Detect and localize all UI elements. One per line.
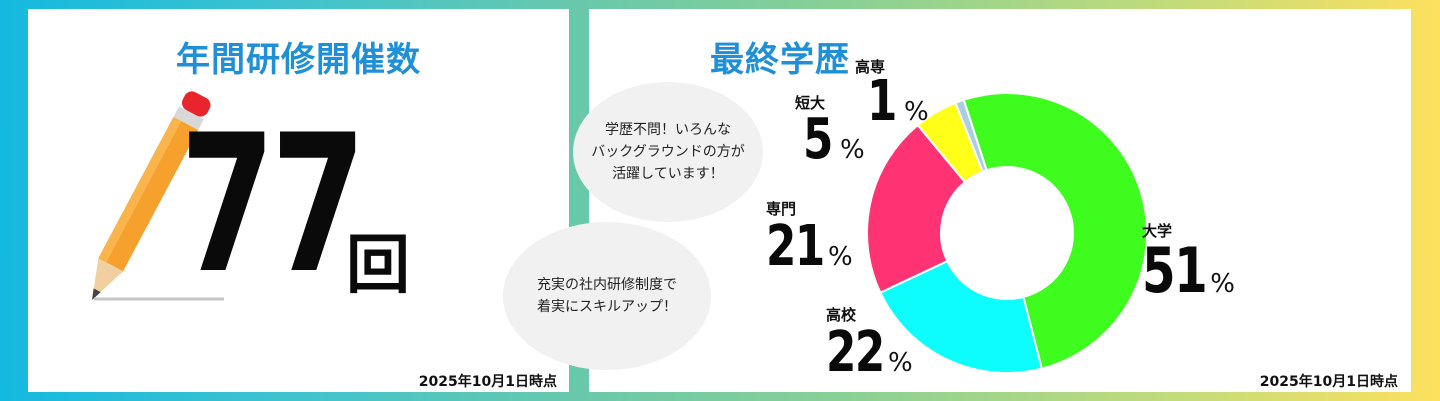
training-panel [28,9,569,392]
label-technical-college-name: 高専 [855,58,886,76]
label-university-name: 大学 [1142,222,1173,240]
education-bubble-text: 学歴不問！いろんな バックグラウンドの方が 活躍しています！ [591,122,745,182]
label-highschool-name: 高校 [826,306,857,324]
training-title: 年間研修開催数 [176,40,421,80]
label-junior-college-value: 5 [803,107,833,172]
label-vocational-value: 21 [766,214,825,279]
label-technical-college: 高専 1% [855,58,929,134]
label-vocational: 専門 21% [766,200,853,276]
education-date: 2025年10月1日時点 [1259,374,1398,390]
donut-slice-university [962,92,1148,370]
training-unit: 回 [346,229,410,303]
label-university: 大学 51% [1142,222,1235,302]
label-highschool: 高校 22% [826,306,913,382]
label-junior-college-pct: % [839,135,865,165]
label-vocational-name: 専門 [766,200,797,218]
label-university-pct: % [1210,269,1235,299]
label-vocational-pct: % [827,242,853,272]
pencil-icon [92,91,224,301]
label-junior-college: 短大 5% [795,94,865,168]
label-university-value: 51 [1142,234,1208,307]
education-title: 最終学歴 [710,40,850,80]
donut-slice-vocational [866,123,967,294]
training-bubble-text: 充実の社内研修制度で 着実にスキルアップ！ [537,277,677,315]
label-highschool-pct: % [887,348,913,378]
label-junior-college-name: 短大 [795,94,826,112]
label-highschool-value: 22 [826,320,885,385]
training-date: 2025年10月1日時点 [418,374,557,390]
label-technical-college-value: 1 [867,69,897,134]
donut-slice-technical-college [954,98,988,173]
education-speech-bubble: 学歴不問！いろんな バックグラウンドの方が 活躍しています！ [573,82,763,222]
training-speech-bubble: 充実の社内研修制度で 着実にスキルアップ！ [503,222,711,370]
donut-slice-highschool [878,259,1044,374]
label-technical-college-pct: % [903,97,929,127]
